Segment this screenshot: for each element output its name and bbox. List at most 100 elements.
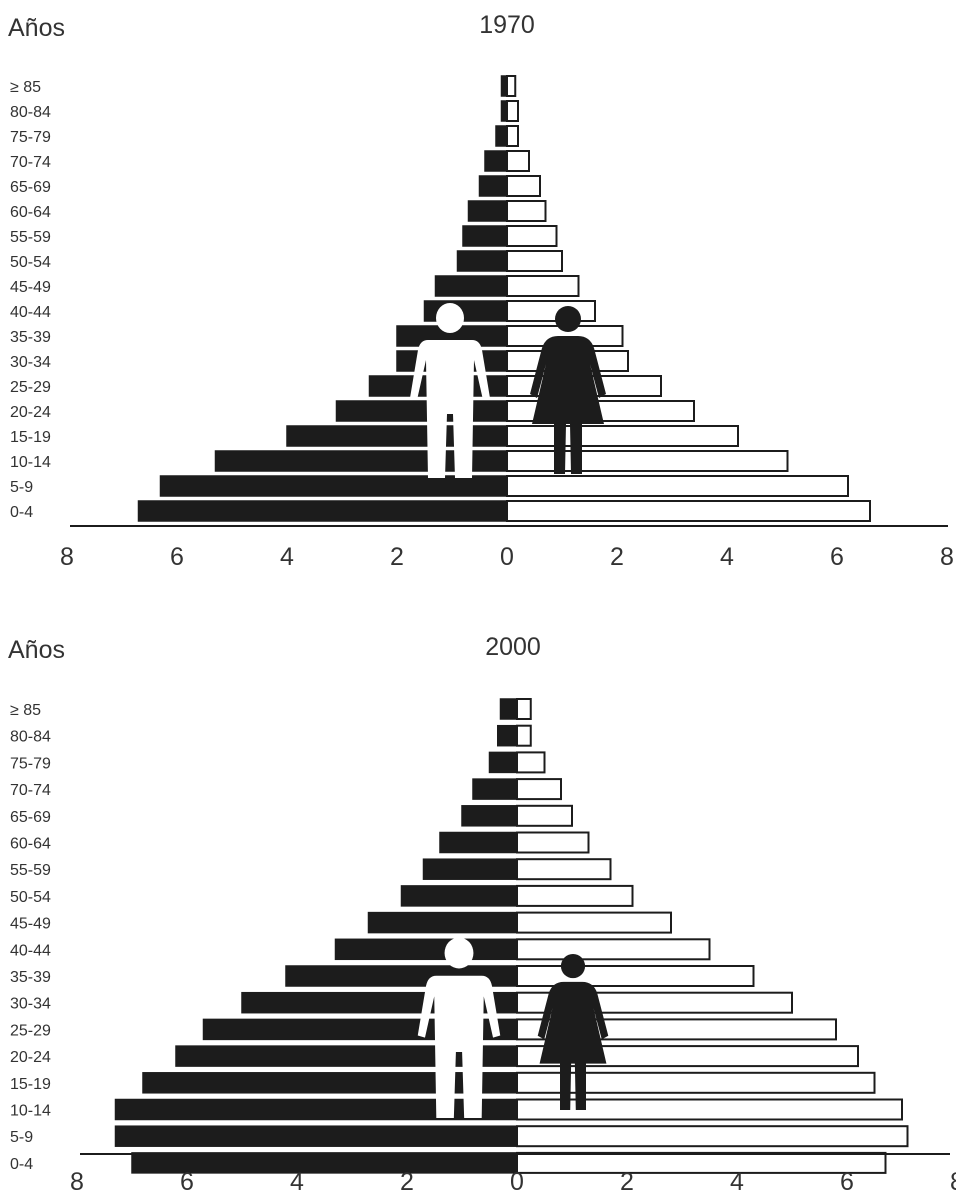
x-tick-label: 4 <box>730 1168 744 1196</box>
female-bar-3 <box>506 425 739 447</box>
age-group-label: 75-79 <box>10 129 51 146</box>
female-bar-16 <box>506 100 519 122</box>
age-group-label: 45-49 <box>10 916 51 933</box>
age-group-label: 15-19 <box>10 1076 51 1093</box>
age-group-label: 50-54 <box>10 254 51 271</box>
age-group-label: ≥ 85 <box>10 79 41 96</box>
age-group-label: 45-49 <box>10 279 51 296</box>
y-axis-label: Años <box>8 14 65 42</box>
female-bar-12 <box>516 831 590 854</box>
age-group-label: 30-34 <box>10 996 51 1013</box>
male-bar-9 <box>367 911 518 934</box>
age-group-label: 10-14 <box>10 454 51 471</box>
female-bar-2 <box>506 450 789 472</box>
male-bar-14 <box>472 778 518 800</box>
female-bar-13 <box>506 175 541 197</box>
male-bar-3 <box>286 425 508 447</box>
female-bar-13 <box>516 804 573 827</box>
age-group-label: 55-59 <box>10 229 51 246</box>
age-group-label: ≥ 85 <box>10 702 41 719</box>
male-bar-13 <box>478 175 508 197</box>
age-group-label: 80-84 <box>10 104 51 121</box>
age-group-label: 65-69 <box>10 179 51 196</box>
female-bar-0 <box>516 1151 887 1174</box>
age-group-label: 60-64 <box>10 204 51 221</box>
male-bar-3 <box>142 1072 518 1094</box>
x-tick-label: 2 <box>620 1168 634 1196</box>
x-tick-label: 0 <box>500 543 514 571</box>
female-bar-11 <box>506 225 558 247</box>
male-bar-13 <box>461 805 518 827</box>
pyramid-2000-chart: Años 2000 0-4 5-9 10-14 15-19 20-24 25-29 30-3… <box>8 633 956 1196</box>
male-bar-0 <box>137 500 508 522</box>
x-tick-label: 0 <box>510 1168 524 1196</box>
age-group-label: 55-59 <box>10 862 51 879</box>
female-bar-12 <box>506 200 547 222</box>
woman-silhouette-icon <box>530 306 606 474</box>
x-tick-label: 8 <box>940 543 954 571</box>
age-group-label: 20-24 <box>10 404 51 421</box>
male-bar-4 <box>335 400 508 422</box>
female-bar-15 <box>506 125 519 147</box>
x-tick-label: 2 <box>390 543 404 571</box>
male-bar-17 <box>499 698 518 720</box>
x-tick-label: 4 <box>720 543 734 571</box>
age-group-label: 75-79 <box>10 755 51 772</box>
x-tick-label: 6 <box>840 1168 854 1196</box>
male-bar-14 <box>484 150 508 172</box>
female-bar-0 <box>506 500 871 522</box>
woman-silhouette-icon <box>537 954 609 1110</box>
female-bar-10 <box>506 250 563 272</box>
male-bar-9 <box>434 275 508 297</box>
age-group-label: 65-69 <box>10 809 51 826</box>
female-bar-10 <box>516 884 634 907</box>
male-bar-10 <box>400 885 518 907</box>
male-bar-12 <box>439 831 518 854</box>
male-bar-16 <box>497 724 518 747</box>
age-group-label: 30-34 <box>10 354 51 371</box>
female-bar-7 <box>516 965 755 987</box>
age-group-label: 5-9 <box>10 1129 33 1146</box>
female-bar-17 <box>506 75 517 97</box>
male-bar-8 <box>334 938 518 961</box>
female-bar-3 <box>516 1071 876 1094</box>
x-tick-label: 4 <box>290 1168 304 1196</box>
age-group-label: 40-44 <box>10 304 51 321</box>
age-group-label: 50-54 <box>10 889 51 906</box>
male-bar-10 <box>456 250 508 272</box>
male-bar-15 <box>488 751 518 774</box>
pyramid-1970-chart: Años 1970 0-4 5-9 10-14 15-19 20-24 25-29 30-3… <box>8 11 954 571</box>
chart-title: 2000 <box>485 633 541 661</box>
man-silhouette-icon <box>417 937 501 1118</box>
pyramid-2000: Años 2000 0-4 5-9 10-14 15-19 20-24 25-29 30-3… <box>0 620 956 1197</box>
age-group-label: 25-29 <box>10 379 51 396</box>
age-group-label: 35-39 <box>10 329 51 346</box>
male-bar-12 <box>467 200 508 222</box>
y-axis-label: Años <box>8 636 65 664</box>
man-silhouette-icon <box>410 303 490 478</box>
male-bar-1 <box>114 1125 518 1147</box>
male-bar-11 <box>422 858 518 880</box>
chart-title: 1970 <box>479 11 535 39</box>
female-bar-15 <box>516 751 546 774</box>
age-group-label: 40-44 <box>10 942 51 959</box>
x-tick-label: 6 <box>830 543 844 571</box>
pyramid-1970: Años 1970 0-4 5-9 10-14 15-19 20-24 25-29 30-3… <box>0 0 956 575</box>
age-group-label: 0-4 <box>10 504 33 521</box>
age-group-label: 25-29 <box>10 1022 51 1039</box>
age-group-label: 20-24 <box>10 1049 51 1066</box>
x-tick-label: 6 <box>180 1168 194 1196</box>
age-group-label: 15-19 <box>10 429 51 446</box>
age-group-label: 10-14 <box>10 1103 51 1120</box>
age-group-label: 0-4 <box>10 1156 33 1173</box>
x-tick-label: 8 <box>60 543 74 571</box>
female-bar-14 <box>506 150 530 172</box>
age-group-label: 80-84 <box>10 729 51 746</box>
age-group-label: 60-64 <box>10 836 51 853</box>
age-group-label: 5-9 <box>10 479 33 496</box>
age-group-label: 35-39 <box>10 969 51 986</box>
female-bar-17 <box>516 698 532 720</box>
x-tick-label: 2 <box>610 543 624 571</box>
female-bar-14 <box>516 778 562 801</box>
male-bar-11 <box>462 225 508 247</box>
